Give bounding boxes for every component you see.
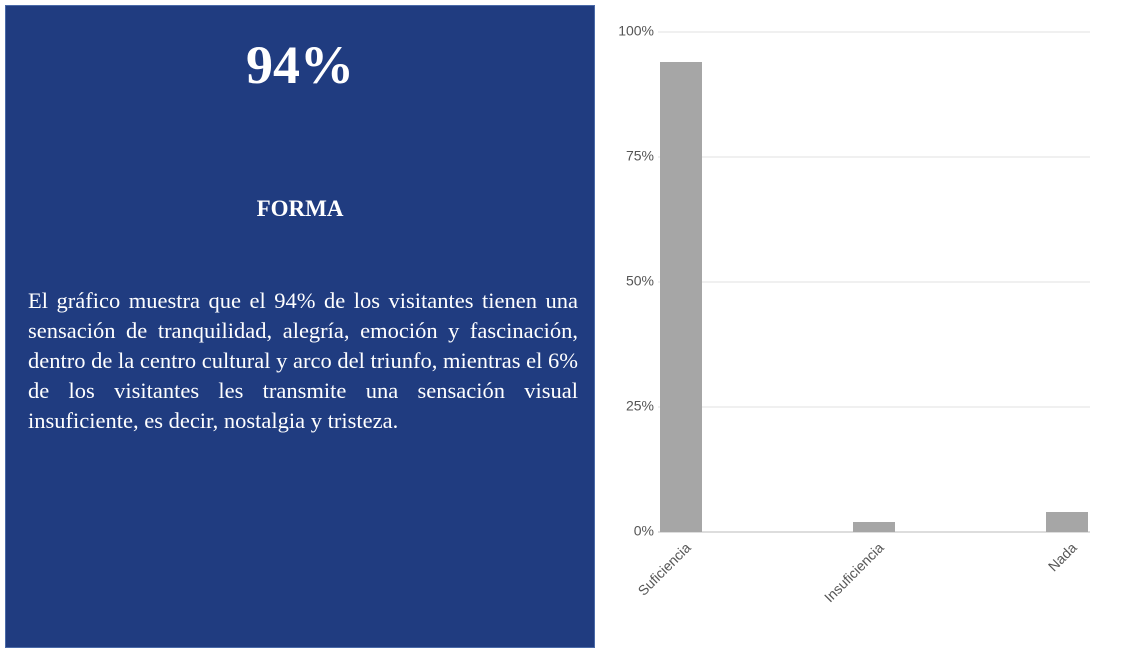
bar [660,62,702,532]
y-tick-label: 0% [634,523,654,539]
y-tick-label: 50% [626,273,654,289]
heading: FORMA [256,196,344,221]
y-tick-label: 75% [626,148,654,164]
text-panel: 94% FORMA El gráfico muestra que el 94% … [5,5,595,648]
x-tick-label: Nada [1045,539,1080,574]
bar [1046,512,1088,532]
x-tick-label: Suficiencia [635,539,694,598]
y-tick-label: 100% [618,23,654,39]
y-tick-label: 25% [626,398,654,414]
body-text: El gráfico muestra que el 94% de los vis… [28,288,578,433]
x-tick-label: Insuficiencia [821,539,887,605]
bar [853,522,895,532]
headline: 94% [246,35,354,95]
